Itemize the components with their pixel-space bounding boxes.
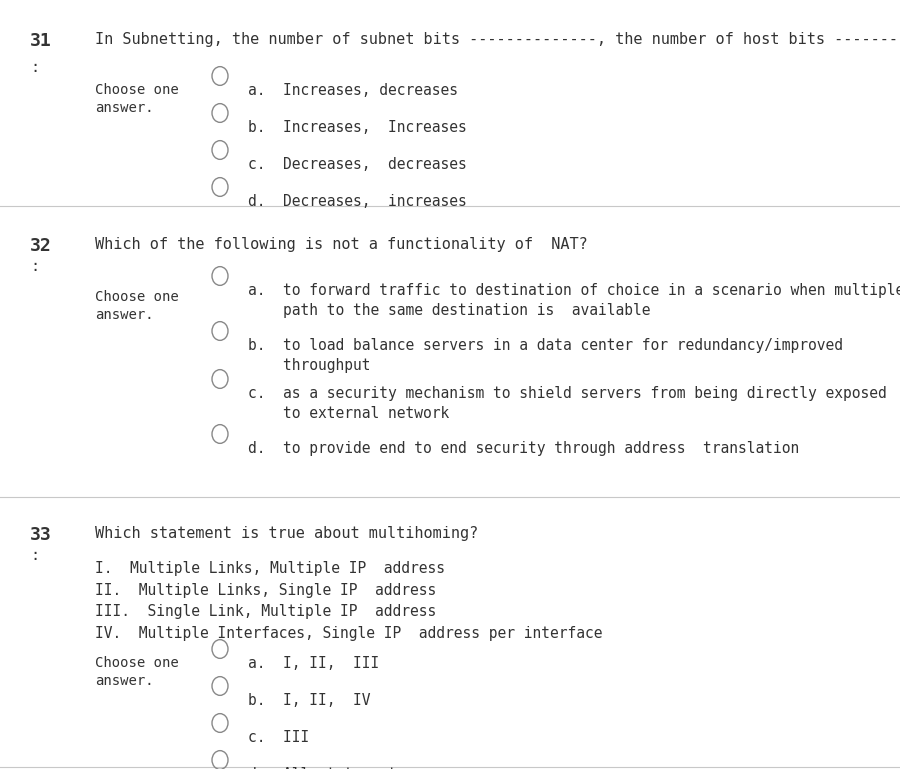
Text: :: :: [30, 259, 39, 274]
Text: Which statement is true about multihoming?: Which statement is true about multihomin…: [95, 526, 478, 541]
Text: b.  to load balance servers in a data center for redundancy/improved
    through: b. to load balance servers in a data cen…: [248, 338, 843, 373]
Text: In Subnetting, the number of subnet bits --------------, the number of host bits: In Subnetting, the number of subnet bits…: [95, 32, 900, 47]
Text: b.  Increases,  Increases: b. Increases, Increases: [248, 120, 467, 135]
Text: Choose one
answer.: Choose one answer.: [95, 290, 179, 322]
Text: Choose one
answer.: Choose one answer.: [95, 83, 179, 115]
Text: c.  as a security mechanism to shield servers from being directly exposed
    to: c. as a security mechanism to shield ser…: [248, 386, 886, 421]
Text: d.  to provide end to end security through address  translation: d. to provide end to end security throug…: [248, 441, 799, 456]
Text: a.  to forward traffic to destination of choice in a scenario when multiple
    : a. to forward traffic to destination of …: [248, 283, 900, 318]
Text: I.  Multiple Links, Multiple IP  address
II.  Multiple Links, Single IP  address: I. Multiple Links, Multiple IP address I…: [95, 561, 602, 641]
Text: d.  Decreases,  increases: d. Decreases, increases: [248, 194, 467, 209]
Text: c.  Decreases,  decreases: c. Decreases, decreases: [248, 157, 467, 172]
Text: b.  I, II,  IV: b. I, II, IV: [248, 693, 371, 708]
Text: 33: 33: [30, 526, 52, 544]
Text: :: :: [30, 60, 39, 75]
Text: 31: 31: [30, 32, 52, 50]
Text: :: :: [30, 548, 39, 563]
Text: a.  Increases, decreases: a. Increases, decreases: [248, 83, 458, 98]
Text: c.  III: c. III: [248, 730, 310, 745]
Text: a.  I, II,  III: a. I, II, III: [248, 656, 379, 671]
Text: 32: 32: [30, 237, 52, 255]
Text: d.  All statements: d. All statements: [248, 767, 406, 769]
Text: Which of the following is not a functionality of  NAT?: Which of the following is not a function…: [95, 237, 588, 252]
Text: Choose one
answer.: Choose one answer.: [95, 656, 179, 688]
